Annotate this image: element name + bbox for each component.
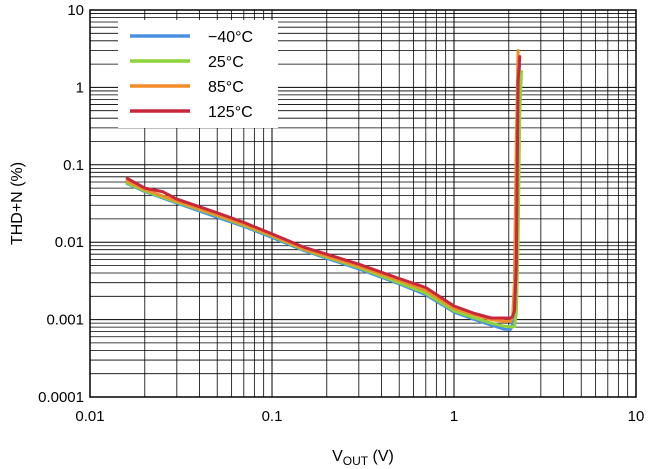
y-tick-label: 0.1 xyxy=(63,157,84,174)
y-tick-label: 0.01 xyxy=(55,234,84,251)
legend-label-0: −40°C xyxy=(208,29,253,46)
x-tick-label: 10 xyxy=(628,408,645,425)
y-tick-label: 10 xyxy=(67,2,84,19)
y-tick-label: 0.0001 xyxy=(38,389,84,406)
x-tick-label: 0.1 xyxy=(262,408,283,425)
legend: −40°C 25°C 85°C 125°C xyxy=(118,20,278,128)
x-axis-title-subscript: OUT xyxy=(343,454,369,468)
series-line-3 xyxy=(125,55,522,320)
x-tick-label: 0.01 xyxy=(75,408,104,425)
x-axis-title-unit: (V) xyxy=(368,448,394,465)
legend-label-2: 85°C xyxy=(208,79,244,96)
y-tick-label: 0.001 xyxy=(46,312,84,329)
plot-frame xyxy=(89,9,637,398)
y-tick-label: 1 xyxy=(76,79,84,96)
x-axis-title-main: V xyxy=(332,448,343,465)
series-layer xyxy=(125,49,523,331)
x-axis-title: VOUT (V) xyxy=(332,448,394,468)
y-tick-labels: 10 1 0.1 0.01 0.001 0.0001 xyxy=(38,2,84,406)
y-axis-title: THD+N (%) xyxy=(9,162,26,245)
x-tick-label: 1 xyxy=(450,408,458,425)
legend-label-1: 25°C xyxy=(208,54,244,71)
x-tick-labels: 0.01 0.1 1 10 xyxy=(75,408,644,425)
legend-label-3: 125°C xyxy=(208,104,253,121)
